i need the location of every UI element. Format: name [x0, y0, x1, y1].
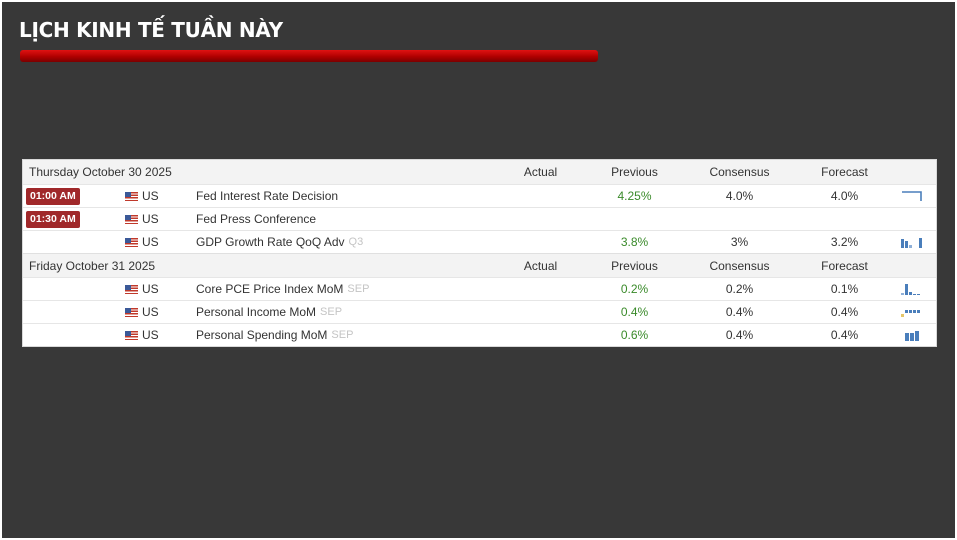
value-forecast: 0.1%: [830, 282, 859, 296]
day-header-row: Thursday October 30 2025 Actual Previous…: [23, 160, 936, 184]
column-header-forecast: Forecast: [821, 165, 868, 179]
event-country: US: [125, 185, 159, 207]
country-code: US: [142, 282, 159, 296]
value-previous: 0.6%: [620, 328, 649, 342]
day-header-row: Friday October 31 2025 Actual Previous C…: [23, 253, 936, 277]
country-code: US: [142, 328, 159, 342]
sparkline-icon[interactable]: [897, 301, 927, 323]
us-flag-icon: [125, 307, 138, 317]
column-header-consensus: Consensus: [709, 165, 770, 179]
value-consensus: 0.2%: [725, 282, 754, 296]
value-previous: 4.25%: [617, 189, 652, 203]
us-flag-icon: [125, 237, 138, 247]
event-title[interactable]: Personal Spending MoM: [196, 328, 328, 342]
us-flag-icon: [125, 330, 138, 340]
event-row[interactable]: US Personal Spending MoM SEP 0.6% 0.4% 0.…: [23, 323, 936, 346]
page-title: LỊCH KINH TẾ TUẦN NÀY: [19, 18, 283, 42]
sparkline-icon[interactable]: [897, 231, 927, 253]
sparkline-icon[interactable]: [897, 278, 927, 300]
value-previous: 0.4%: [620, 305, 649, 319]
value-consensus: 4.0%: [725, 189, 754, 203]
event-name[interactable]: Fed Press Conference: [196, 208, 316, 230]
us-flag-icon: [125, 191, 138, 201]
event-title[interactable]: Fed Press Conference: [196, 212, 317, 226]
time-badge: 01:30 AM: [26, 210, 80, 228]
column-header-actual: Actual: [523, 258, 558, 273]
country-code: US: [142, 235, 159, 249]
event-country: US: [125, 231, 159, 253]
event-row[interactable]: 01:00 AM US Fed Interest Rate Decision 4…: [23, 184, 936, 207]
event-row[interactable]: US Personal Income MoM SEP 0.4% 0.4% 0.4%: [23, 300, 936, 323]
time-badge: 01:00 AM: [26, 187, 80, 205]
event-period: SEP: [347, 283, 370, 295]
event-period: SEP: [320, 306, 343, 318]
sparkline-icon[interactable]: [897, 185, 927, 207]
event-row[interactable]: 01:30 AM US Fed Press Conference: [23, 207, 936, 230]
day-label: Friday October 31 2025: [29, 258, 156, 273]
title-underline-bar: [20, 50, 598, 62]
event-title[interactable]: Personal Income MoM: [196, 305, 317, 319]
event-row[interactable]: US GDP Growth Rate QoQ Adv Q3 3.8% 3% 3.2…: [23, 230, 936, 253]
event-name[interactable]: Personal Income MoM SEP: [196, 301, 342, 323]
country-code: US: [142, 305, 159, 319]
column-header-actual: Actual: [523, 165, 558, 179]
country-code: US: [142, 212, 159, 226]
column-header-previous: Previous: [611, 258, 658, 273]
event-time: 01:00 AM: [26, 185, 80, 207]
value-forecast: 0.4%: [830, 305, 859, 319]
value-forecast: 3.2%: [830, 235, 859, 249]
event-name[interactable]: GDP Growth Rate QoQ Adv Q3: [196, 231, 363, 253]
day-label: Thursday October 30 2025: [29, 165, 172, 179]
value-previous: 0.2%: [620, 282, 649, 296]
event-name[interactable]: Fed Interest Rate Decision: [196, 185, 338, 207]
event-title[interactable]: GDP Growth Rate QoQ Adv: [196, 235, 345, 249]
event-time: 01:30 AM: [26, 208, 80, 230]
value-forecast: 0.4%: [830, 328, 859, 342]
event-title[interactable]: Fed Interest Rate Decision: [196, 189, 339, 203]
event-name[interactable]: Core PCE Price Index MoM SEP: [196, 278, 369, 300]
event-country: US: [125, 208, 159, 230]
event-country: US: [125, 324, 159, 346]
value-consensus: 0.4%: [725, 305, 754, 319]
event-period: Q3: [348, 236, 364, 248]
value-forecast: 4.0%: [830, 189, 859, 203]
value-consensus: 3%: [730, 235, 749, 249]
economic-calendar-table: Thursday October 30 2025 Actual Previous…: [22, 159, 937, 347]
column-header-previous: Previous: [611, 165, 658, 179]
event-country: US: [125, 301, 159, 323]
sparkline-icon[interactable]: [897, 324, 927, 346]
event-title[interactable]: Core PCE Price Index MoM: [196, 282, 344, 296]
column-header-forecast: Forecast: [821, 258, 868, 273]
event-period: SEP: [331, 329, 354, 341]
value-consensus: 0.4%: [725, 328, 754, 342]
column-header-consensus: Consensus: [709, 258, 770, 273]
event-country: US: [125, 278, 159, 300]
us-flag-icon: [125, 214, 138, 224]
country-code: US: [142, 189, 159, 203]
us-flag-icon: [125, 284, 138, 294]
value-previous: 3.8%: [620, 235, 649, 249]
event-name[interactable]: Personal Spending MoM SEP: [196, 324, 353, 346]
event-row[interactable]: US Core PCE Price Index MoM SEP 0.2% 0.2%…: [23, 277, 936, 300]
